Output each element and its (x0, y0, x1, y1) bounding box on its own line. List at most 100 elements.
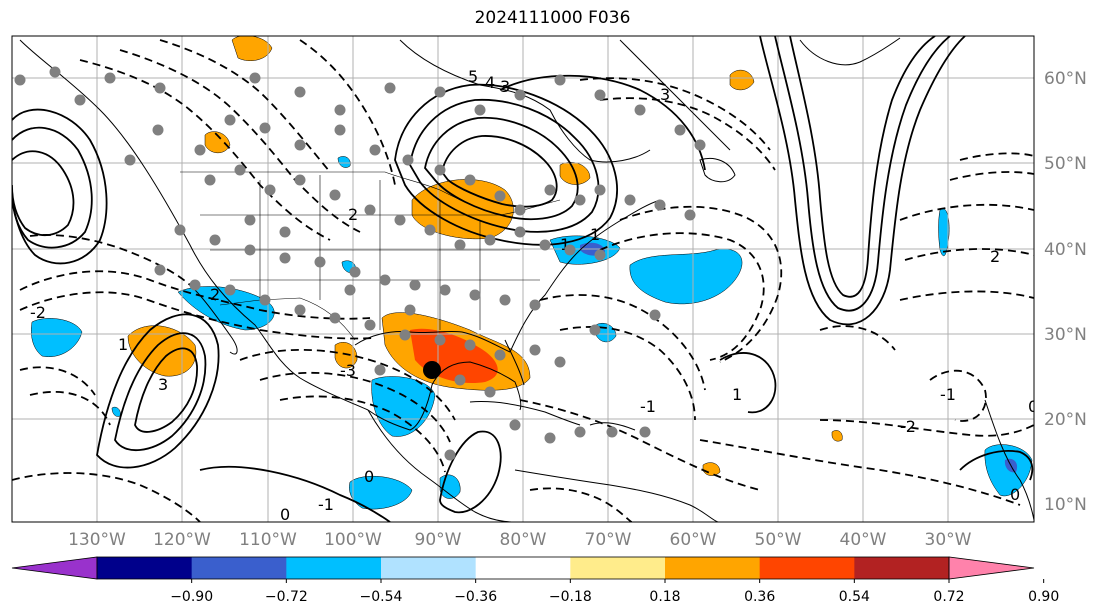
lon-label: 90°W (415, 530, 462, 550)
contour-label: 5 (468, 67, 478, 86)
contour-line (19, 270, 371, 320)
station-marker (454, 374, 466, 386)
coastline-gulf (367, 361, 522, 431)
station-marker (674, 124, 686, 136)
coastline-north-america-west (19, 39, 369, 411)
station-marker (234, 164, 246, 176)
lat-label: 50°N (1044, 154, 1087, 174)
anomaly-fill (629, 248, 743, 305)
map-frame (11, 35, 1035, 523)
coastline-newfoundland (699, 157, 736, 183)
station-marker (554, 356, 566, 368)
negative-anomaly-fills (31, 156, 1033, 510)
station-marker (544, 184, 556, 196)
station-marker (244, 214, 256, 226)
colorbar-tick-label: 0.90 (1028, 589, 1059, 605)
anomaly-fill (31, 318, 83, 358)
station-marker (444, 449, 456, 461)
station-marker (514, 226, 526, 238)
station-marker (694, 139, 706, 151)
station-marker (464, 339, 476, 351)
station-marker (349, 266, 361, 278)
contour-line (441, 135, 558, 208)
station-marker (174, 224, 186, 236)
station-marker (424, 224, 436, 236)
contour-line (12, 472, 201, 522)
contour-line (579, 77, 771, 151)
station-marker (369, 144, 381, 156)
station-marker (152, 124, 164, 136)
contour-label: -3 (340, 361, 356, 380)
contour-label: 3 (158, 375, 168, 394)
longitude-labels: 130°W 120°W 110°W 100°W 90°W 80°W 70°W 6… (68, 530, 972, 550)
station-marker (314, 256, 326, 268)
contour-line (424, 116, 579, 221)
contour-line (29, 391, 111, 426)
station-marker (294, 174, 306, 186)
station-marker (649, 309, 661, 321)
contour-line (279, 395, 446, 473)
lat-label: 30°N (1044, 325, 1087, 345)
coastline-africa (984, 399, 1034, 521)
station-marker (384, 82, 396, 94)
anomaly-fill (127, 325, 197, 377)
station-marker (294, 304, 306, 316)
station-marker (294, 139, 306, 151)
lon-label: 40°W (840, 530, 887, 550)
contour-line (409, 98, 600, 233)
contour-line (439, 430, 502, 514)
contour-line (119, 49, 361, 233)
coastline-florida (504, 339, 525, 386)
contour-line (394, 83, 618, 246)
station-marker (279, 226, 291, 238)
station-marker (404, 304, 416, 316)
contour-label: -1 (640, 397, 656, 416)
station-marker (594, 89, 606, 101)
contour-label: 1 (590, 225, 600, 244)
station-marker (439, 284, 451, 296)
anomaly-fill (337, 156, 351, 168)
contour-line (759, 36, 966, 326)
contour-label: 2 (348, 205, 358, 224)
station-marker (49, 66, 61, 78)
contour-line (259, 371, 451, 443)
station-marker (684, 209, 696, 221)
station-marker (529, 299, 541, 311)
station-marker (364, 204, 376, 216)
coastline-east-coast (509, 199, 661, 353)
colorbar-tick-label: 0.54 (839, 589, 870, 605)
station-marker (514, 89, 526, 101)
anomaly-fill (938, 208, 950, 257)
colorbar-segment (286, 557, 382, 579)
lon-label: 110°W (239, 530, 297, 550)
contour-line (529, 487, 633, 522)
lon-label: 50°W (755, 530, 802, 550)
station-marker (574, 194, 586, 206)
colorbar-segment (475, 557, 571, 579)
contour-line (899, 203, 1034, 221)
station-marker (494, 349, 506, 361)
contour-line (299, 39, 396, 186)
station-marker (474, 104, 486, 116)
station-marker (484, 386, 496, 398)
station-marker (344, 284, 356, 296)
station-marker (329, 312, 341, 324)
station-marker (499, 294, 511, 306)
map-title: 2024111000 F036 (474, 8, 631, 28)
colorbar-segment (759, 557, 855, 579)
contour-line (29, 234, 191, 286)
lon-label: 80°W (500, 530, 547, 550)
colorbar-tick-label: −0.54 (360, 589, 403, 605)
contour-line (134, 347, 198, 433)
station-marker (204, 174, 216, 186)
station-marker (554, 74, 566, 86)
anomaly-fill (334, 342, 358, 369)
colorbar-segment (570, 557, 666, 579)
contour-label: -1 (940, 385, 956, 404)
contour-label: 0 (1028, 397, 1038, 416)
colorbar-segment (191, 557, 287, 579)
colorbar-segments (11, 556, 1035, 580)
station-marker (544, 432, 556, 444)
colorbar-tick-label: −0.36 (454, 589, 497, 605)
